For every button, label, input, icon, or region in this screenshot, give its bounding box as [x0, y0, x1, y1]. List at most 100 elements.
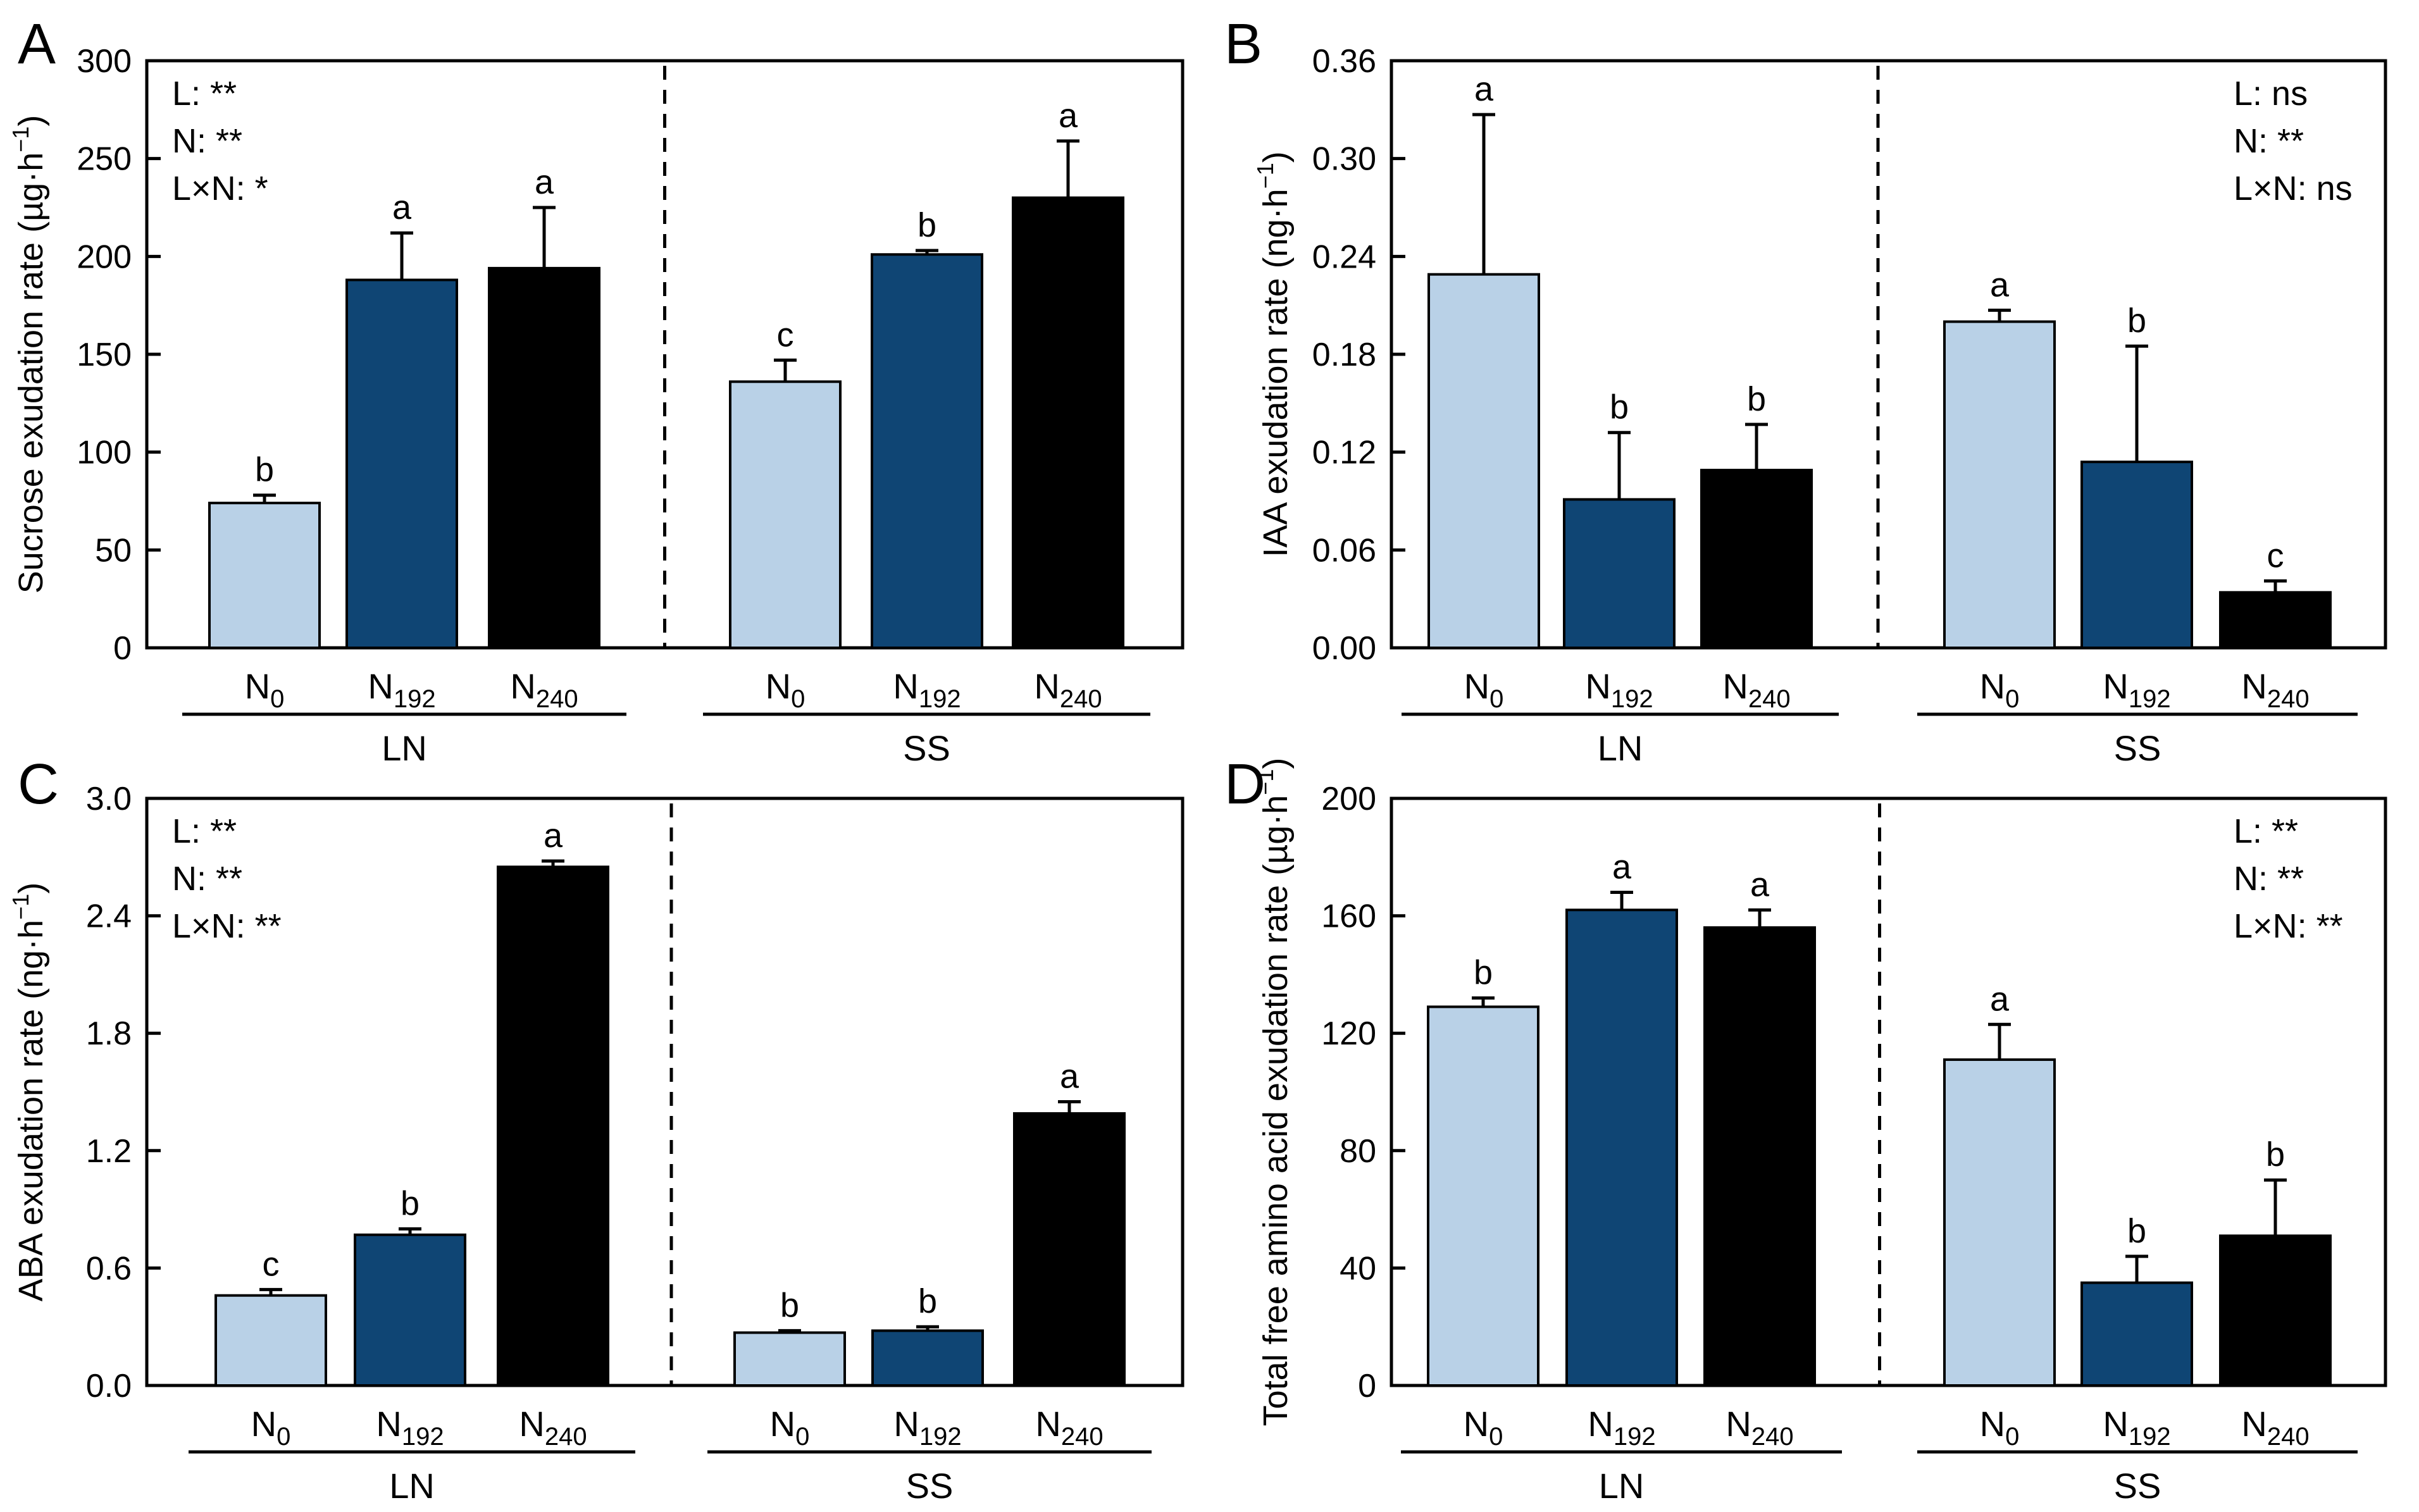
y-tick-label: 150: [77, 337, 132, 373]
y-tick-label: 3.0: [86, 781, 132, 817]
y-tick-label: 0.00: [1312, 630, 1376, 667]
significance-letter: b: [255, 451, 274, 489]
panel-b: B 0.00 0.06 0.12 0.18 0.24 0.30 0.36 IAA exudati…: [1224, 13, 2387, 768]
significance-letter: a: [1990, 266, 2010, 304]
bar-ln-n240: [497, 865, 609, 1387]
y-tick-label: 300: [77, 43, 132, 80]
plot-frame: [145, 796, 1185, 1387]
x-tick-label: N192: [2103, 1404, 2170, 1451]
panel-label: A: [18, 13, 56, 76]
y-axis-label: Total free amino acid exudation rate (µg…: [1252, 758, 1295, 1427]
y-tick-label: 2.4: [86, 898, 132, 935]
panel-label: B: [1224, 13, 1262, 76]
y-tick-label: 0.12: [1312, 435, 1376, 471]
x-tick-label: N192: [368, 666, 435, 713]
x-tick-label: N0: [1464, 1404, 1503, 1451]
x-tick-label: N240: [1722, 666, 1790, 713]
x-tick-label: N0: [1464, 666, 1504, 713]
stats-annotation: L×N: ns: [2234, 170, 2353, 208]
y-axis-label: ABA exudation rate (ng·h−1): [8, 883, 50, 1301]
significance-letter: a: [1474, 70, 1494, 108]
x-tick-label: N240: [519, 1404, 587, 1451]
x-tick-label: N192: [893, 666, 961, 713]
stats-annotation: N: **: [172, 122, 242, 160]
significance-letter: b: [401, 1185, 420, 1223]
x-tick-label: N240: [1726, 1404, 1793, 1451]
bar-ln-n0: [1427, 1005, 1539, 1387]
bar-ln-n0: [208, 502, 321, 649]
bar-ln-n192: [354, 1233, 466, 1387]
significance-letter: b: [2127, 1212, 2146, 1250]
y-tick-label: 1.2: [86, 1133, 132, 1170]
stats-annotation: L×N: **: [2234, 907, 2343, 945]
y-tick-label: 50: [95, 532, 132, 569]
significance-letter: b: [1474, 954, 1493, 992]
stats-annotation: N: **: [2234, 122, 2304, 160]
significance-letter: b: [917, 206, 936, 244]
group-label: SS: [2114, 728, 2161, 768]
significance-letter: a: [1750, 865, 1770, 903]
stats-annotation: N: **: [172, 860, 242, 898]
x-tick-label: N240: [510, 666, 578, 713]
group-label: SS: [903, 728, 950, 768]
stats-annotation: L: **: [172, 75, 237, 113]
significance-letter: a: [1990, 980, 2010, 1018]
significance-letter: b: [2127, 302, 2146, 340]
y-tick-label: 0.06: [1312, 532, 1376, 569]
x-tick-label: N192: [376, 1404, 444, 1451]
y-axis-label: IAA exudation rate (ng·h−1): [1252, 151, 1295, 557]
x-tick-label: N240: [1034, 666, 1102, 713]
y-tick-label: 40: [1340, 1250, 1376, 1287]
bar-ln-n240: [1700, 469, 1813, 649]
y-tick-label: 0: [113, 630, 132, 667]
stats-annotation: N: **: [2234, 860, 2304, 898]
panel-a: A 0 50 100 150 200 250 300 Sucrose exudation rat…: [8, 13, 1185, 768]
x-tick-label: N0: [251, 1404, 291, 1451]
group-label: LN: [1598, 728, 1643, 768]
significance-letter: c: [777, 316, 794, 354]
bar-ln-n192: [1565, 908, 1678, 1387]
y-tick-label: 0.18: [1312, 337, 1376, 373]
panel-label: C: [18, 753, 59, 816]
group-label: LN: [389, 1466, 435, 1506]
panel-c: C 0.0 0.6 1.2 1.8 2.4 3.0 ABA exudation rate (n…: [8, 753, 1185, 1506]
significance-letter: a: [1060, 1057, 1079, 1095]
x-tick-label: N0: [766, 666, 805, 713]
significance-letter: a: [1059, 97, 1078, 135]
y-axis-label: Sucrose exudation rate (µg·h−1): [8, 115, 50, 594]
bar-ss-n240: [2219, 591, 2332, 649]
x-tick-label: N192: [1588, 1404, 1655, 1451]
bar-ss-n0: [733, 1331, 846, 1387]
y-tick-label: 120: [1321, 1015, 1376, 1052]
bar-ln-n240: [1703, 926, 1816, 1387]
panel-label: D: [1224, 753, 1265, 816]
bar-ss-n0: [729, 380, 842, 649]
bar-ln-n192: [1563, 498, 1676, 650]
x-tick-label: N240: [1035, 1404, 1103, 1451]
y-tick-label: 160: [1321, 898, 1376, 935]
group-label: SS: [906, 1466, 954, 1506]
y-tick-label: 0.36: [1312, 43, 1376, 80]
x-tick-label: N0: [1980, 1404, 2020, 1451]
y-tick-label: 250: [77, 141, 132, 178]
y-tick-label: 0.6: [86, 1250, 132, 1287]
stats-annotation: L: **: [172, 812, 237, 850]
group-label: LN: [382, 728, 427, 768]
x-tick-label: N0: [245, 666, 285, 713]
stats-annotation: L: **: [2234, 812, 2298, 850]
bar-ln-n0: [215, 1294, 327, 1387]
x-tick-label: N0: [1980, 666, 2020, 713]
y-tick-label: 0: [1358, 1368, 1376, 1404]
significance-letter: b: [2266, 1136, 2285, 1174]
bar-ln-n192: [345, 278, 458, 650]
group-label: SS: [2114, 1466, 2161, 1506]
plot-frame: [1390, 796, 2387, 1387]
y-tick-label: 0.30: [1312, 141, 1376, 178]
x-tick-label: N192: [1585, 666, 1653, 713]
bar-ss-n192: [871, 253, 983, 649]
bar-ss-n192: [871, 1329, 984, 1387]
significance-letter: b: [1747, 380, 1766, 418]
y-tick-label: 80: [1340, 1133, 1376, 1170]
bar-ss-n240: [1012, 196, 1124, 649]
